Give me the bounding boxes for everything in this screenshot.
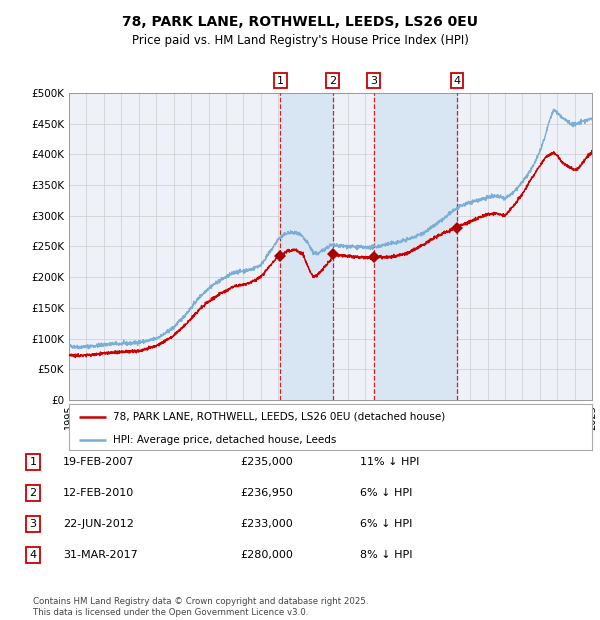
Text: 1: 1 <box>29 457 37 467</box>
Text: 6% ↓ HPI: 6% ↓ HPI <box>360 488 412 498</box>
Text: 4: 4 <box>29 550 37 560</box>
Text: HPI: Average price, detached house, Leeds: HPI: Average price, detached house, Leed… <box>113 435 337 445</box>
Text: 3: 3 <box>29 519 37 529</box>
Text: 11% ↓ HPI: 11% ↓ HPI <box>360 457 419 467</box>
Text: 31-MAR-2017: 31-MAR-2017 <box>63 550 138 560</box>
Text: 78, PARK LANE, ROTHWELL, LEEDS, LS26 0EU: 78, PARK LANE, ROTHWELL, LEEDS, LS26 0EU <box>122 16 478 30</box>
Text: 6% ↓ HPI: 6% ↓ HPI <box>360 519 412 529</box>
Text: 78, PARK LANE, ROTHWELL, LEEDS, LS26 0EU (detached house): 78, PARK LANE, ROTHWELL, LEEDS, LS26 0EU… <box>113 412 446 422</box>
Bar <box>280 93 332 400</box>
Text: 8% ↓ HPI: 8% ↓ HPI <box>360 550 413 560</box>
Text: £233,000: £233,000 <box>240 519 293 529</box>
Text: £280,000: £280,000 <box>240 550 293 560</box>
Text: 12-FEB-2010: 12-FEB-2010 <box>63 488 134 498</box>
Text: 19-FEB-2007: 19-FEB-2007 <box>63 457 134 467</box>
Text: £236,950: £236,950 <box>240 488 293 498</box>
Text: Contains HM Land Registry data © Crown copyright and database right 2025.
This d: Contains HM Land Registry data © Crown c… <box>33 598 368 617</box>
Text: Price paid vs. HM Land Registry's House Price Index (HPI): Price paid vs. HM Land Registry's House … <box>131 34 469 47</box>
Text: 4: 4 <box>454 76 461 86</box>
Text: 2: 2 <box>329 76 336 86</box>
Text: £235,000: £235,000 <box>240 457 293 467</box>
Text: 3: 3 <box>370 76 377 86</box>
Text: 22-JUN-2012: 22-JUN-2012 <box>63 519 134 529</box>
Text: 2: 2 <box>29 488 37 498</box>
Bar <box>374 93 457 400</box>
Text: 1: 1 <box>277 76 284 86</box>
